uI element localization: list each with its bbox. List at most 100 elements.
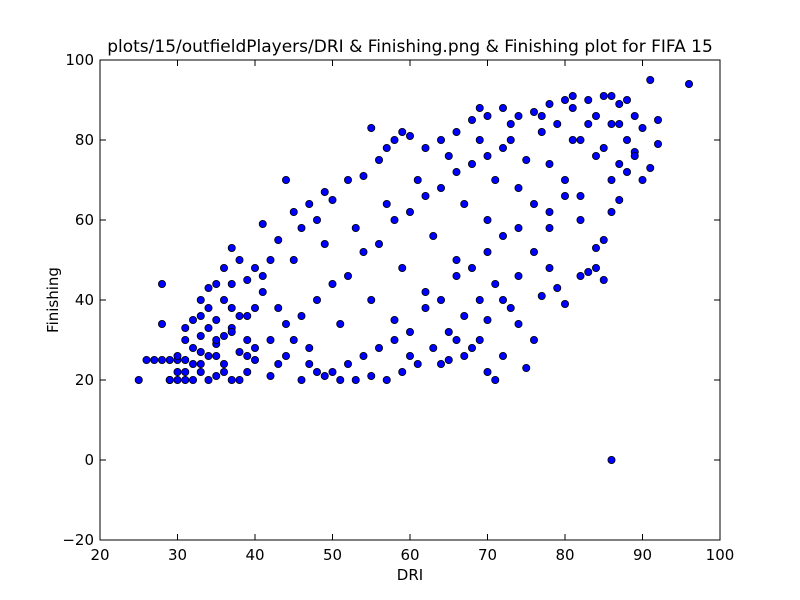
scatter-point (235, 311, 244, 320)
scatter-point (188, 343, 197, 352)
scatter-point (204, 283, 213, 292)
scatter-point (274, 235, 283, 244)
scatter-point (638, 175, 647, 184)
scatter-point (514, 112, 523, 121)
scatter-point (561, 299, 570, 308)
scatter-point (444, 355, 453, 364)
scatter-point (460, 199, 469, 208)
scatter-point (421, 143, 430, 152)
scatter-point (219, 263, 228, 272)
scatter-point (134, 375, 143, 384)
scatter-point (576, 135, 585, 144)
scatter-point (250, 263, 259, 272)
scatter-point (561, 175, 570, 184)
scatter-point (654, 139, 663, 148)
scatter-point (483, 367, 492, 376)
scatter-point (522, 363, 531, 372)
scatter-point (498, 104, 507, 113)
scatter-point (584, 267, 593, 276)
scatter-point (390, 335, 399, 344)
scatter-point (452, 127, 461, 136)
scatter-point (467, 116, 476, 125)
scatter-point (250, 303, 259, 312)
scatter-point (405, 207, 414, 216)
scatter-point (359, 171, 368, 180)
y-tick-label: −20 (62, 531, 94, 549)
scatter-point (592, 263, 601, 272)
scatter-point (436, 295, 445, 304)
scatter-point (312, 295, 321, 304)
scatter-point (367, 124, 376, 133)
scatter-point (537, 127, 546, 136)
scatter-point (320, 239, 329, 248)
x-tick-label: 80 (555, 546, 574, 564)
scatter-point (514, 319, 523, 328)
scatter-point (181, 335, 190, 344)
scatter-point (436, 359, 445, 368)
x-tick-label: 60 (400, 546, 419, 564)
scatter-point (212, 335, 221, 344)
scatter-point (483, 112, 492, 121)
scatter-point (413, 175, 422, 184)
scatter-point (607, 455, 616, 464)
scatter-point (382, 199, 391, 208)
scatter-point (243, 311, 252, 320)
scatter-point (444, 327, 453, 336)
scatter-point (630, 151, 639, 160)
scatter-point (623, 96, 632, 105)
scatter-point (227, 243, 236, 252)
scatter-point (561, 96, 570, 105)
scatter-point (421, 287, 430, 296)
scatter-point (188, 375, 197, 384)
scatter-point (452, 255, 461, 264)
scatter-point (235, 375, 244, 384)
scatter-point (281, 319, 290, 328)
scatter-point (243, 351, 252, 360)
scatter-point (615, 120, 624, 129)
x-tick-label: 30 (168, 546, 187, 564)
scatter-point (405, 351, 414, 360)
scatter-point (173, 375, 182, 384)
scatter-point (258, 271, 267, 280)
scatter-point (545, 159, 554, 168)
scatter-point (227, 327, 236, 336)
scatter-point (343, 359, 352, 368)
scatter-point (374, 343, 383, 352)
scatter-point (568, 135, 577, 144)
scatter-point (421, 303, 430, 312)
scatter-point (452, 335, 461, 344)
scatter-point (274, 359, 283, 368)
scatter-point (343, 271, 352, 280)
scatter-point (452, 271, 461, 280)
scatter-point (305, 199, 314, 208)
scatter-point (545, 207, 554, 216)
scatter-point (623, 167, 632, 176)
scatter-point (219, 331, 228, 340)
scatter-point (305, 343, 314, 352)
scatter-point (599, 235, 608, 244)
scatter-point (638, 124, 647, 133)
scatter-point (615, 159, 624, 168)
scatter-point (196, 367, 205, 376)
scatter-point (483, 151, 492, 160)
scatter-point (328, 279, 337, 288)
scatter-point (305, 359, 314, 368)
scatter-point (367, 295, 376, 304)
scatter-point (607, 92, 616, 101)
scatter-point (235, 347, 244, 356)
scatter-point (212, 279, 221, 288)
scatter-point (181, 375, 190, 384)
scatter-point (219, 367, 228, 376)
scatter-point (289, 335, 298, 344)
x-axis-label: DRI (397, 566, 423, 584)
scatter-point (266, 371, 275, 380)
scatter-point (312, 215, 321, 224)
scatter-point (685, 80, 694, 89)
scatter-point (165, 355, 174, 364)
scatter-point (297, 311, 306, 320)
scatter-point (351, 223, 360, 232)
scatter-point (336, 319, 345, 328)
scatter-point (204, 323, 213, 332)
scatter-point (157, 319, 166, 328)
scatter-point (498, 143, 507, 152)
